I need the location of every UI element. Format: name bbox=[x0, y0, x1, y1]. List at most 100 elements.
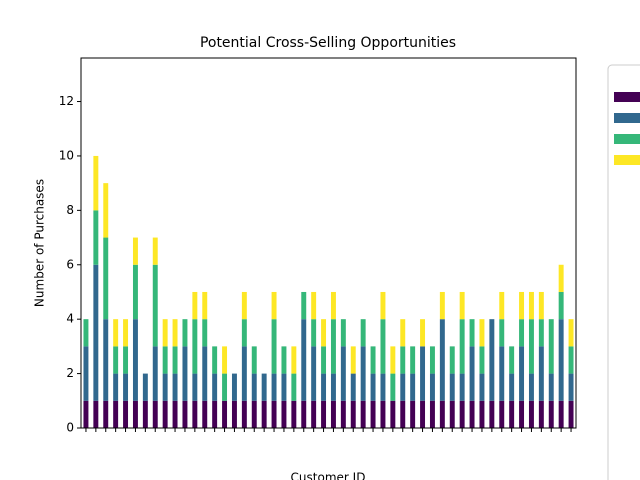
bar-segment bbox=[93, 210, 99, 265]
bar-segment bbox=[132, 264, 138, 320]
bar-segment bbox=[172, 319, 178, 347]
bar-segment bbox=[241, 319, 247, 347]
bar-segment bbox=[360, 319, 366, 347]
bar-segment bbox=[340, 400, 346, 428]
bar-segment bbox=[439, 400, 445, 428]
bar-segment bbox=[182, 319, 188, 347]
bar-segment bbox=[113, 400, 119, 428]
legend bbox=[607, 64, 640, 480]
bar-segment bbox=[103, 319, 109, 401]
bar-segment bbox=[548, 400, 554, 428]
bar-segment bbox=[291, 346, 297, 374]
bar-segment bbox=[400, 373, 406, 401]
bar-segment bbox=[568, 400, 574, 428]
bar-segment bbox=[410, 400, 416, 428]
bar-segment bbox=[222, 400, 228, 428]
bar-segment bbox=[380, 291, 386, 320]
bar-segment bbox=[350, 373, 356, 401]
bar-segment bbox=[301, 319, 307, 401]
bar-segment bbox=[152, 400, 158, 428]
bar-segment bbox=[568, 373, 574, 401]
bar-segment bbox=[479, 346, 485, 374]
bar-segment bbox=[212, 346, 218, 374]
bar-segment bbox=[469, 400, 475, 428]
bar-segment bbox=[212, 400, 218, 428]
bar-segment bbox=[509, 346, 515, 374]
bar-segment bbox=[222, 346, 228, 374]
bar-segment bbox=[429, 346, 435, 374]
bar-segment bbox=[528, 319, 534, 374]
bar-segment bbox=[538, 319, 544, 347]
bar-segment bbox=[241, 346, 247, 401]
bar-segment bbox=[202, 291, 208, 320]
bar-segment bbox=[142, 373, 148, 401]
bar-segment bbox=[360, 346, 366, 401]
bar-segment bbox=[350, 400, 356, 428]
bar-segment bbox=[281, 346, 287, 374]
bar-segment bbox=[241, 400, 247, 428]
y-tick-label: 10 bbox=[59, 148, 74, 162]
bar-segment bbox=[499, 291, 505, 320]
bar-segment bbox=[132, 237, 138, 265]
bar-segment bbox=[350, 346, 356, 374]
bar-segment bbox=[410, 373, 416, 401]
bar-segment bbox=[271, 400, 277, 428]
bar-segment bbox=[251, 373, 257, 401]
bar-segment bbox=[489, 319, 495, 401]
bar-segment bbox=[192, 400, 198, 428]
bar-segment bbox=[222, 373, 228, 401]
bar-segment bbox=[251, 346, 257, 374]
bar-segment bbox=[519, 291, 525, 320]
bar-segment bbox=[459, 400, 465, 428]
bar-segment bbox=[231, 373, 237, 401]
bar-segment bbox=[439, 291, 445, 320]
bar-segment bbox=[519, 400, 525, 428]
bar-segment bbox=[400, 319, 406, 347]
bar-segment bbox=[538, 346, 544, 401]
bar-segment bbox=[400, 346, 406, 374]
bar-segment bbox=[301, 400, 307, 428]
bar-segment bbox=[380, 373, 386, 401]
bar-segment bbox=[271, 373, 277, 401]
bar-segment bbox=[330, 400, 336, 428]
bar-segment bbox=[528, 373, 534, 401]
bar-segment bbox=[152, 346, 158, 401]
bar-segment bbox=[142, 400, 148, 428]
bar-segment bbox=[548, 319, 554, 374]
bar-segment bbox=[202, 400, 208, 428]
bar-segment bbox=[103, 400, 109, 428]
bar-segment bbox=[162, 373, 168, 401]
y-tick-label: 8 bbox=[66, 203, 74, 217]
bar-segment bbox=[83, 400, 89, 428]
bar-segment bbox=[152, 264, 158, 347]
bar-segment bbox=[528, 291, 534, 320]
bar-segment bbox=[538, 400, 544, 428]
y-tick-label: 2 bbox=[66, 366, 74, 380]
bar-segment bbox=[459, 373, 465, 401]
bar-segment bbox=[281, 400, 287, 428]
bar-segment bbox=[93, 264, 99, 401]
legend-swatch bbox=[614, 134, 640, 144]
x-axis-label: Customer ID bbox=[291, 471, 366, 480]
bar-segment bbox=[390, 373, 396, 401]
bar-segment bbox=[123, 400, 129, 428]
bar-segment bbox=[340, 319, 346, 347]
plot-frame bbox=[80, 57, 577, 429]
bar-segment bbox=[123, 319, 129, 347]
y-tick-label: 4 bbox=[66, 312, 74, 326]
bar-segment bbox=[192, 291, 198, 320]
bar-segment bbox=[83, 346, 89, 401]
bar-segment bbox=[162, 346, 168, 374]
bar-segment bbox=[103, 183, 109, 238]
bar-segment bbox=[479, 373, 485, 401]
legend-swatch bbox=[614, 113, 640, 123]
bar-segment bbox=[113, 319, 119, 347]
bar-segment bbox=[113, 373, 119, 401]
bar-segment bbox=[241, 291, 247, 320]
bar-segment bbox=[261, 373, 267, 401]
bar-segment bbox=[360, 400, 366, 428]
bar-segment bbox=[479, 319, 485, 347]
bar-segment bbox=[291, 373, 297, 401]
bar-segment bbox=[311, 400, 317, 428]
